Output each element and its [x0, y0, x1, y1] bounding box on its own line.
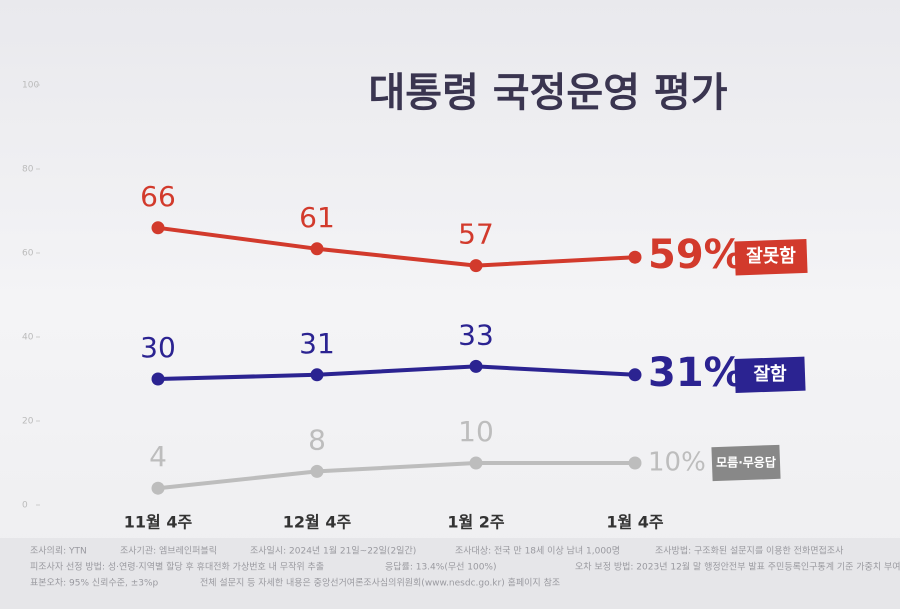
footnote: 응답률: 13.4%(무선 100%) — [385, 561, 497, 573]
value-label: 4 — [149, 440, 167, 473]
series-line — [157, 364, 636, 381]
footnote: 오차 보정 방법: 2023년 12월 말 행정안전부 발표 주민등록인구통계 … — [575, 561, 900, 573]
point — [469, 259, 483, 273]
y-tick-label: 80 — [22, 165, 34, 175]
footnote: 조사대상: 전국 만 18세 이상 남녀 1,000명 — [455, 546, 620, 557]
point — [628, 456, 642, 470]
legend-tag — [711, 444, 781, 482]
value-label: 31 — [299, 327, 335, 360]
value-label: 59% — [648, 232, 744, 278]
footer-band — [0, 538, 900, 609]
value-label: 66 — [140, 180, 176, 213]
legend-label: 모름·무응답 — [716, 455, 776, 470]
point — [628, 368, 642, 382]
point — [469, 359, 483, 373]
point — [151, 372, 165, 386]
series-line — [157, 461, 635, 491]
footnote: 전체 설문지 등 자세한 내용은 중앙선거여론조사심의위원회(www.nesdc… — [200, 577, 560, 589]
value-label: 61 — [299, 201, 335, 234]
legend-label: 잘함 — [753, 363, 787, 385]
legend-label: 잘못함 — [746, 245, 796, 267]
chart-title: 대통령 국정운영 평가 — [368, 70, 727, 116]
value-label: 8 — [308, 423, 326, 456]
y-tick-label: 20 — [22, 417, 34, 427]
point — [151, 481, 165, 495]
point — [469, 456, 483, 470]
value-label: 57 — [458, 218, 494, 251]
x-tick-label: 1월 4주 — [606, 513, 664, 532]
x-tick-label: 12월 4주 — [283, 513, 352, 532]
footnote: 조사기관: 엠브레인퍼블릭 — [120, 545, 217, 557]
y-tick-label: 60 — [22, 249, 34, 259]
value-label: 30 — [140, 331, 176, 364]
y-tick-label: 40 — [22, 333, 34, 343]
point — [310, 368, 324, 382]
point — [310, 242, 324, 256]
value-label: 10 — [458, 415, 494, 448]
value-label: 31% — [648, 350, 744, 396]
footnote: 표본오차: 95% 신뢰수준, ±3%p — [30, 577, 159, 589]
value-label: 33 — [458, 318, 494, 351]
footnote: 조사일시: 2024년 1월 21일~22일(2일간) — [250, 545, 416, 557]
legend-tag — [734, 238, 808, 276]
x-tick-label: 1월 2주 — [447, 513, 505, 532]
point — [628, 250, 642, 264]
series-line — [157, 225, 636, 268]
footnote: 조사의뢰: YTN — [30, 546, 87, 557]
footnote: 피조사자 선정 방법: 성·연령·지역별 할당 후 휴대전화 가상번호 내 무작… — [30, 561, 324, 573]
legend-tag — [734, 356, 806, 394]
x-tick-label: 11월 4주 — [124, 513, 193, 532]
footnote: 조사방법: 구조화된 설문지를 이용한 전화면접조사 — [655, 545, 844, 557]
y-tick-label: 0 — [22, 501, 28, 511]
value-label: 10% — [648, 448, 706, 478]
point — [310, 464, 324, 478]
point — [151, 221, 165, 235]
y-tick-label: 100 — [22, 81, 39, 91]
